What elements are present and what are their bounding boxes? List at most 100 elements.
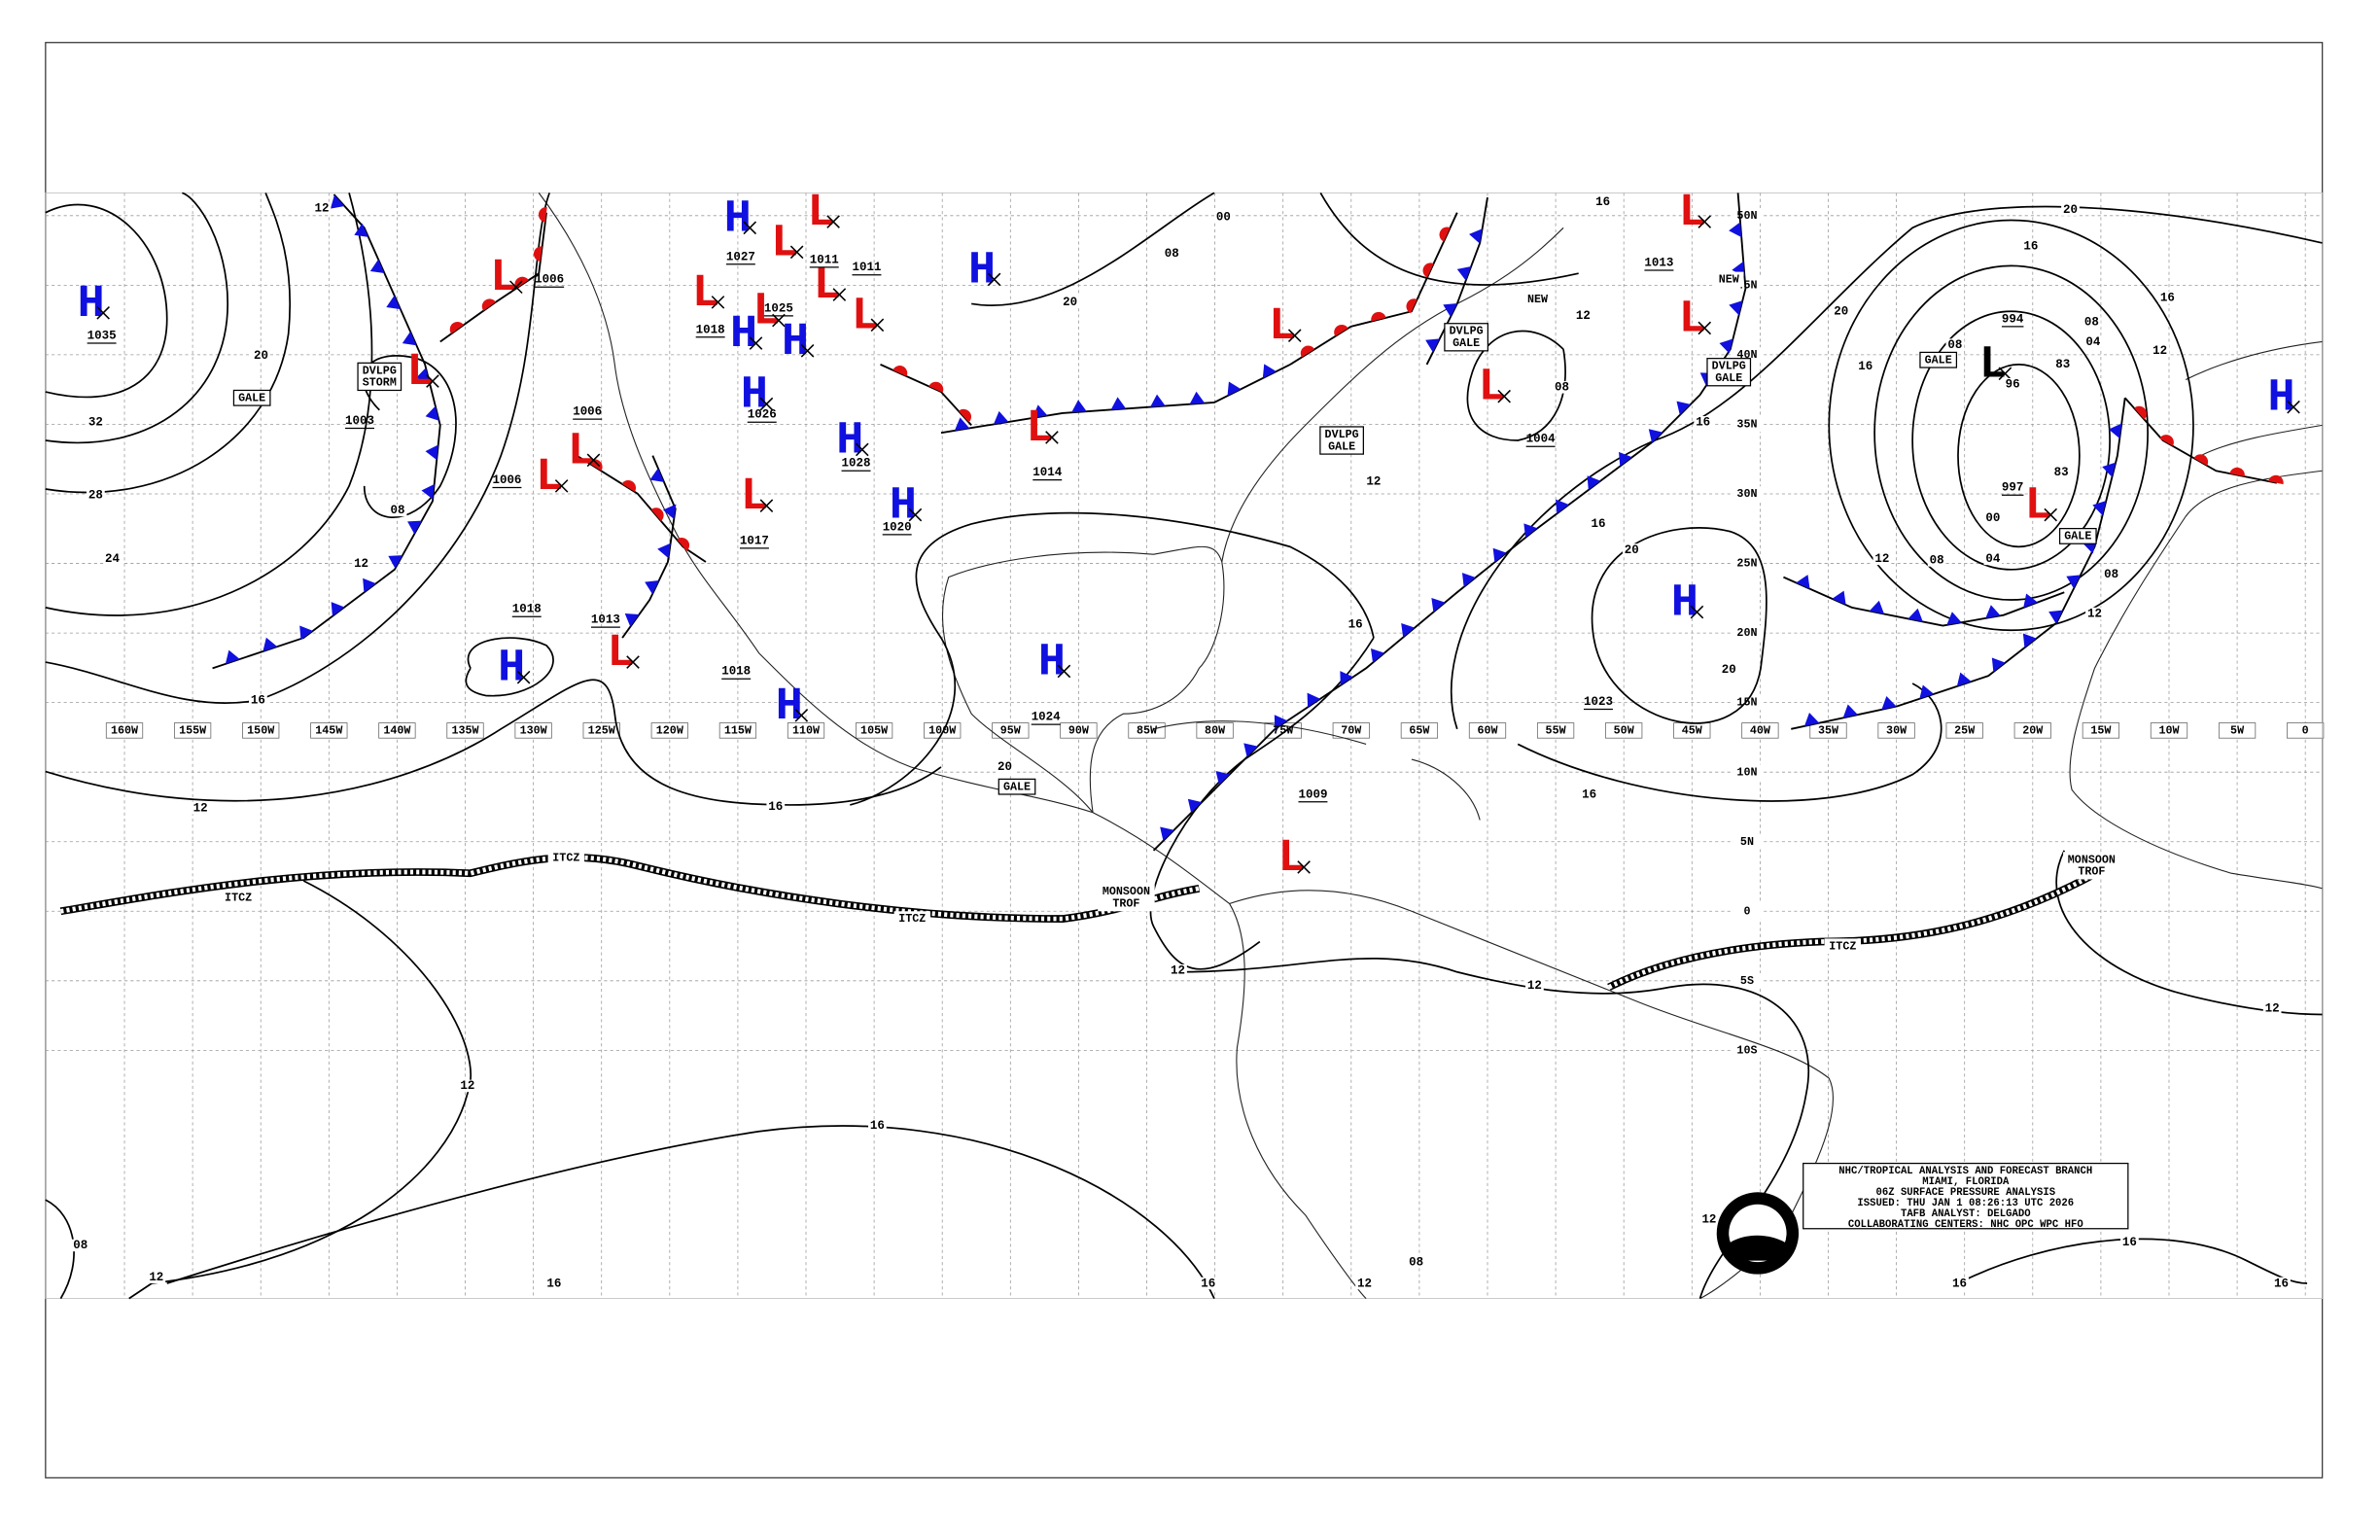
longitude-label: 85W bbox=[1137, 723, 1158, 737]
isobar-label-bg bbox=[2102, 568, 2121, 580]
label-box bbox=[1128, 722, 1166, 739]
label-box bbox=[1732, 416, 1762, 433]
warm-front-pip bbox=[538, 207, 547, 223]
latitude-label: 0 bbox=[1743, 904, 1750, 918]
center-marker bbox=[826, 215, 840, 228]
annotation-bg bbox=[1098, 884, 1155, 912]
label-box bbox=[1196, 722, 1234, 739]
coastline bbox=[538, 192, 1367, 1300]
cold-front-pip bbox=[2022, 633, 2037, 648]
isobar bbox=[850, 511, 1375, 806]
isobar-label-bg bbox=[71, 1239, 90, 1252]
latitude-label: 15N bbox=[1736, 696, 1757, 710]
cold-front-pip bbox=[1150, 394, 1166, 407]
isobar-label-bg bbox=[352, 557, 370, 570]
cold-front-pip bbox=[1869, 600, 1884, 614]
cold-front-pip bbox=[1431, 597, 1446, 612]
label-box bbox=[855, 722, 893, 739]
warm-front-pip bbox=[1300, 345, 1315, 358]
isobar-label: 16 bbox=[2160, 291, 2175, 304]
isobar-label-bg bbox=[1872, 552, 1892, 566]
label-box bbox=[2218, 722, 2257, 739]
cold-front-pip bbox=[1803, 713, 1820, 726]
annotation: GALE bbox=[1919, 351, 1958, 368]
front-line bbox=[621, 455, 677, 639]
isobar-label-bg bbox=[1983, 552, 2003, 566]
isobar-label-bg bbox=[1950, 1277, 1969, 1290]
cold-front-pip bbox=[2023, 593, 2038, 609]
label-box bbox=[1732, 903, 1762, 920]
pressure-center-symbol: L bbox=[2025, 481, 2052, 533]
cold-front-pip bbox=[363, 578, 376, 593]
central-pressure: 1025 bbox=[764, 301, 793, 315]
isobar-label-bg bbox=[1364, 474, 1383, 488]
fronts bbox=[212, 192, 2284, 852]
cold-front-pip bbox=[262, 637, 278, 652]
longitude-label: 15W bbox=[2090, 723, 2112, 737]
cold-front-pip bbox=[1523, 523, 1538, 538]
noaa-logo bbox=[1716, 1192, 1800, 1275]
warm-front-pip bbox=[2268, 474, 2284, 485]
isobar bbox=[1177, 958, 1810, 1299]
pressure-center-symbol: L bbox=[1278, 833, 1306, 885]
cold-front-pip bbox=[1676, 401, 1691, 415]
label-box bbox=[2150, 722, 2188, 739]
central-pressure: 1011 bbox=[810, 253, 839, 266]
isobar-label: 12 bbox=[460, 1079, 474, 1093]
isobar bbox=[1149, 637, 1375, 970]
itcz bbox=[59, 854, 1201, 923]
annotation: ITCZ bbox=[547, 850, 585, 866]
annotation-bg bbox=[1824, 938, 1862, 955]
center-marker bbox=[516, 670, 531, 684]
isobar-label-bg bbox=[1061, 296, 1080, 309]
isobar-label-bg bbox=[2021, 239, 2041, 253]
cold-front-pip bbox=[1032, 404, 1048, 418]
warm-front-pip bbox=[533, 246, 542, 262]
isobar-label: 12 bbox=[193, 801, 208, 815]
label-box bbox=[2287, 722, 2325, 739]
label-box bbox=[1605, 722, 1643, 739]
center-marker bbox=[426, 374, 439, 388]
cold-front-pip bbox=[1401, 622, 1416, 638]
isobar-label: 08 bbox=[1947, 338, 1962, 352]
central-pressure: 1006 bbox=[535, 273, 564, 287]
center-marker bbox=[794, 708, 809, 722]
longitude-label: 90W bbox=[1068, 723, 1090, 737]
warm-front-pip bbox=[958, 408, 972, 423]
central-pressure: 1013 bbox=[1644, 257, 1673, 270]
warm-front-pip bbox=[449, 321, 464, 334]
isobar bbox=[128, 880, 472, 1300]
label-box bbox=[514, 722, 552, 739]
warm-front-pip bbox=[2134, 405, 2148, 420]
annotation: NEW bbox=[1714, 271, 1744, 288]
annotation: ITCZ bbox=[1824, 938, 1862, 955]
warm-front-pip bbox=[481, 298, 496, 311]
cold-front-pip bbox=[2092, 501, 2107, 516]
cold-front-pip bbox=[1274, 715, 1288, 729]
isobar-label-bg bbox=[103, 552, 122, 566]
longitude-label: 110W bbox=[792, 723, 821, 737]
cold-front-pip bbox=[2066, 575, 2082, 589]
isobar-label-bg bbox=[2082, 315, 2101, 329]
cold-front-pip bbox=[1071, 400, 1087, 413]
warm-front-pip bbox=[2159, 435, 2174, 446]
labels: 160W 155W 150W 145W 140W 135W 130W 125W 120W 115W… bbox=[71, 188, 2309, 1290]
coastline bbox=[2185, 340, 2323, 457]
label-box bbox=[2082, 722, 2120, 739]
label-box bbox=[1732, 1042, 1762, 1059]
warm-front-pip bbox=[1334, 324, 1348, 336]
label-box bbox=[242, 722, 280, 739]
latitude-label: 5N bbox=[1740, 835, 1754, 849]
isobar-label-bg bbox=[1355, 1277, 1374, 1290]
cold-front-pip bbox=[1619, 451, 1632, 467]
center-marker bbox=[759, 499, 774, 512]
cold-front-pip bbox=[657, 542, 671, 559]
cold-front-pip bbox=[1187, 798, 1203, 814]
center-marker bbox=[1698, 215, 1712, 228]
isobars bbox=[45, 192, 2323, 1300]
cold-front-pip bbox=[993, 410, 1009, 425]
latitude-label: 30N bbox=[1736, 487, 1757, 501]
isobar-label: 12 bbox=[1701, 1213, 1716, 1227]
